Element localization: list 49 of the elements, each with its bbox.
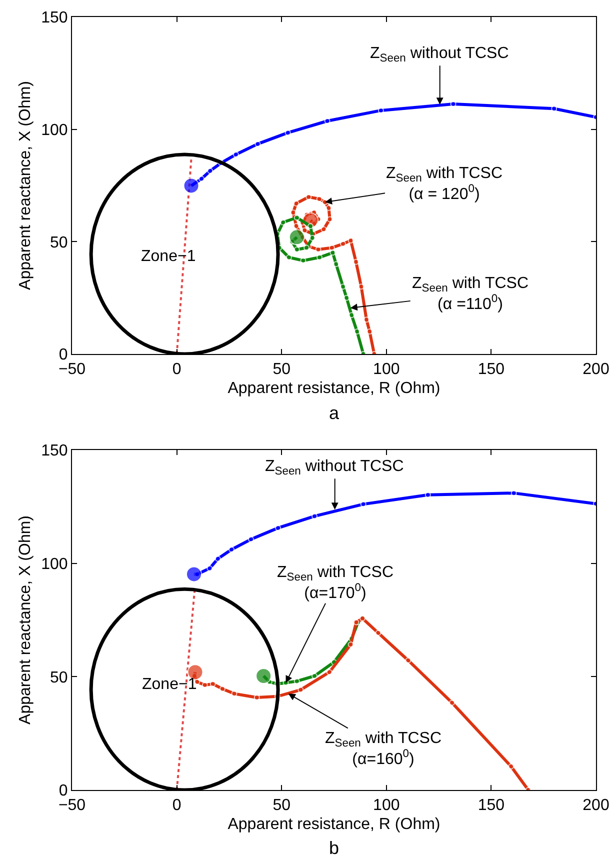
point [508,763,514,770]
y-tick-label: 150 [41,442,68,460]
x-tick-label: 150 [478,361,505,378]
x-tick-label: 0 [172,361,182,378]
x-tick-label: 50 [272,361,291,378]
y-axis-title: Apparent reactance, X (Ohm) [16,81,34,290]
x-tick-label: 150 [478,797,505,814]
point [326,669,332,676]
x-tick-label: 0 [172,797,182,814]
x-tick-label: 100 [373,797,400,814]
point [228,546,235,553]
annotation: Zone−1 [142,676,197,693]
point [312,672,318,679]
text: b [329,838,340,857]
point [206,565,213,572]
y-tick-label: 0 [58,346,68,364]
y-tick-label: 0 [58,782,68,800]
point [375,630,382,636]
y-tick-label: 50 [50,669,68,686]
annotation: Z$_{Seen}$ without TCSC [370,45,509,64]
x-axis-title: Apparent resistance, R (Ohm) [228,816,440,833]
x-tick-label: 200 [582,797,610,814]
annotation: Z$_{Seen}$ without TCSC [265,458,404,478]
x-tick-label: 200 [582,361,610,378]
x-tick-label: 100 [373,361,400,378]
annotation: Z$_{Seen}$ with TCSC (α =110$^{0}$) [412,275,529,313]
annotation: Zone−1 [141,248,196,265]
point [198,176,205,182]
x-axis-title: Apparent resistance, R (Ohm) [228,380,440,397]
text: a [329,403,340,423]
point [232,152,239,158]
point [405,657,412,664]
annotation: Z$_{Seen}$ with TCSC (α=160$^{0}$) [325,730,442,768]
point [449,700,455,706]
point [207,168,214,174]
y-tick-label: 50 [50,234,68,252]
annotation: Z$_{Seen}$ with TCSC (α=170$^{0}$) [277,564,394,602]
point [214,556,221,562]
point [294,214,300,221]
y-tick-label: 100 [41,122,68,139]
x-tick-label: −50 [58,797,86,814]
x-tick-label: 50 [272,797,291,814]
point [308,223,314,230]
annotation: Z$_{Seen}$ with TCSC (α = 120$^{0}$) [386,165,503,203]
point [320,226,327,232]
y-axis-title: Apparent reactance, X (Ohm) [16,516,34,724]
x-tick-label: −50 [58,361,86,378]
y-tick-label: 100 [41,556,68,573]
y-tick-label: 150 [41,10,68,27]
